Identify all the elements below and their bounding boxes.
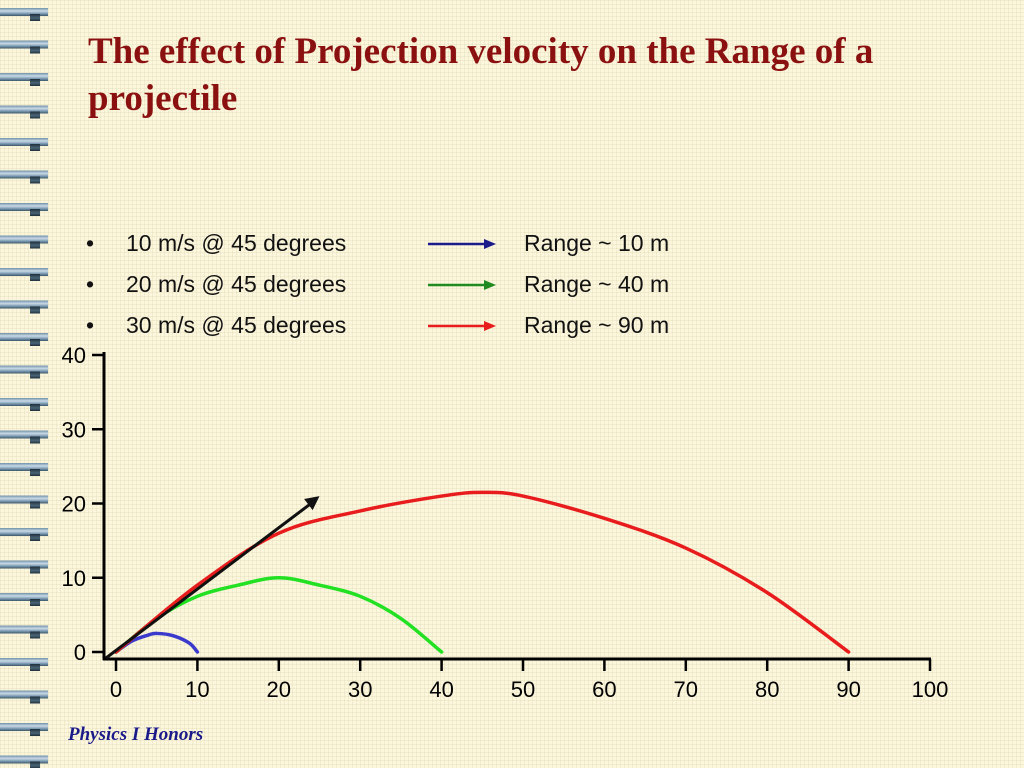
x-tick-label: 10 <box>185 677 209 702</box>
bullet-label: 10 m/s @ 45 degrees <box>126 230 347 256</box>
bullet-marker: • <box>86 312 95 338</box>
x-tick-label: 60 <box>592 677 616 702</box>
bullet-label: 20 m/s @ 45 degrees <box>126 271 347 297</box>
x-tick-label: 0 <box>110 677 122 702</box>
trajectory-line-1 <box>114 631 200 654</box>
x-tick-label: 40 <box>429 677 453 702</box>
launch-angle-arrowhead <box>304 496 320 511</box>
x-tick-label: 50 <box>511 677 535 702</box>
bullet-range: Range ~ 40 m <box>524 271 670 297</box>
bullet-marker: • <box>86 230 95 256</box>
right-arrow-icon <box>428 321 496 331</box>
x-tick-label: 30 <box>348 677 372 702</box>
y-tick-label: 10 <box>62 566 86 591</box>
x-tick-label: 70 <box>674 677 698 702</box>
trajectory-line-3 <box>114 490 851 654</box>
launch-angle-arrow <box>105 498 317 660</box>
slide-title: The effect of Projection velocity on the… <box>88 31 874 119</box>
x-tick-label: 90 <box>836 677 860 702</box>
bullet-label: 30 m/s @ 45 degrees <box>126 312 347 338</box>
spiral-binding <box>0 0 48 768</box>
x-tick-label: 100 <box>912 677 949 702</box>
right-arrow-icon <box>428 280 496 290</box>
bullet-range: Range ~ 10 m <box>524 230 670 256</box>
bullet-marker: • <box>86 271 95 297</box>
y-tick-label: 0 <box>74 640 86 665</box>
y-tick-label: 30 <box>62 417 86 442</box>
footer-course-name: Physics I Honors <box>68 724 204 745</box>
y-tick-label: 40 <box>62 343 86 368</box>
bullet-range: Range ~ 90 m <box>524 312 670 338</box>
x-tick-label: 20 <box>267 677 291 702</box>
right-arrow-icon <box>428 239 496 249</box>
y-tick-label: 20 <box>62 492 86 517</box>
x-tick-label: 80 <box>755 677 779 702</box>
